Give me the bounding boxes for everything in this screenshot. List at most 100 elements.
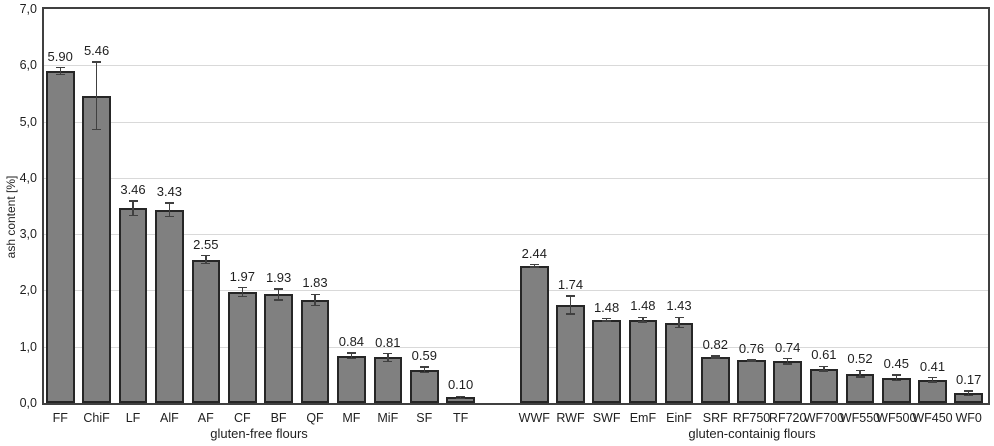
x-tick-label: RF750	[732, 411, 771, 425]
bar	[520, 265, 549, 403]
error-bar	[55, 73, 65, 75]
value-label: 0.10	[447, 377, 474, 393]
bar	[264, 294, 293, 403]
bar	[410, 369, 439, 403]
bar	[228, 292, 257, 403]
bar	[628, 319, 658, 403]
bar	[592, 319, 621, 403]
error-bar	[423, 367, 425, 373]
y-tick-label: 2,0	[19, 283, 37, 298]
x-tick-label: EinF	[666, 411, 692, 425]
group-label-gluten-free: gluten-free flours	[210, 426, 308, 441]
gridline	[44, 177, 988, 179]
error-bar	[710, 357, 720, 359]
x-tick-label: AlF	[160, 411, 179, 425]
error-bar	[529, 266, 539, 268]
error-bar	[419, 366, 429, 368]
error-bar	[459, 396, 462, 399]
bar	[373, 357, 403, 403]
bar	[82, 95, 111, 403]
error-bar	[891, 374, 901, 376]
error-bar	[891, 379, 901, 382]
value-label: 5.90	[47, 48, 73, 64]
error-bar	[95, 61, 98, 130]
y-tick-label: 3,0	[19, 227, 37, 242]
bar	[773, 361, 802, 403]
bar	[845, 373, 875, 403]
value-label: 0.84	[338, 333, 365, 349]
error-bar	[383, 360, 393, 363]
x-tick-label: ChiF	[83, 411, 110, 425]
error-bar	[164, 202, 174, 204]
error-bar	[346, 357, 356, 360]
value-label: 1.93	[265, 269, 292, 285]
value-label: 0.52	[847, 351, 873, 367]
error-bar	[529, 263, 539, 266]
bar	[300, 300, 330, 403]
x-tick-label: SWF	[592, 411, 621, 425]
error-bar	[823, 366, 825, 371]
value-label: 2.44	[521, 245, 547, 261]
error-bar	[566, 295, 575, 297]
gridline	[44, 234, 988, 236]
error-bar	[201, 262, 211, 265]
x-tick-label: WF550	[839, 411, 881, 425]
bar	[191, 259, 221, 403]
value-label: 1.48	[593, 299, 620, 315]
x-tick-label: SRF	[702, 411, 728, 425]
value-label: 3.43	[156, 184, 183, 200]
value-label: 1.48	[630, 298, 656, 314]
x-tick-label: MF	[342, 411, 361, 425]
x-tick-label: WWF	[518, 411, 550, 425]
bar	[737, 360, 766, 403]
error-bar	[819, 365, 829, 368]
value-label: 0.74	[775, 339, 801, 355]
value-label: 1.74	[557, 277, 584, 293]
error-bar	[674, 326, 684, 329]
error-bar	[419, 371, 429, 374]
value-label: 0.45	[883, 355, 909, 371]
error-bar	[931, 377, 934, 383]
value-label: 0.61	[811, 347, 837, 363]
error-bar	[638, 316, 648, 319]
error-bar	[55, 66, 65, 69]
x-tick-label: RF720	[768, 411, 807, 425]
error-bar	[783, 357, 793, 360]
value-label: 3.46	[120, 181, 146, 197]
value-label: 0.17	[956, 372, 982, 388]
x-tick-label: EmF	[629, 411, 657, 425]
value-label: 0.59	[411, 348, 437, 363]
x-tick-label: SF	[416, 411, 433, 425]
error-bar	[387, 353, 389, 362]
value-label: 1.43	[666, 298, 692, 314]
error-bar	[895, 374, 897, 381]
y-tick-label: 6,0	[19, 58, 37, 73]
error-bar	[456, 395, 466, 397]
y-tick-label: 5,0	[19, 114, 37, 129]
error-bar	[164, 215, 174, 218]
x-tick-label: FF	[52, 411, 68, 425]
bar	[337, 355, 366, 403]
error-bar	[747, 360, 756, 362]
gridline	[44, 65, 988, 67]
error-bar	[237, 286, 247, 289]
error-bar	[964, 394, 974, 397]
error-bar	[92, 128, 102, 131]
bar	[118, 208, 148, 403]
plot-area: 5.90 FF 5.46 ChiF 3.46 LF 3.43 AlF 2.55 AF 1.97 CF 1…	[42, 7, 990, 425]
x-tick-label: AF	[197, 411, 214, 425]
error-bar	[314, 294, 316, 306]
error-bar	[928, 381, 937, 383]
error-bar	[383, 352, 393, 355]
y-axis-title-text: ash content [%]	[4, 175, 18, 259]
gridline	[44, 121, 988, 123]
error-bar	[59, 67, 61, 75]
x-tick-label: MiF	[377, 411, 399, 425]
bar	[701, 356, 730, 403]
error-bar	[205, 255, 207, 264]
error-bar	[566, 313, 575, 315]
y-tick-label: 0,0	[19, 396, 37, 410]
error-bar	[786, 358, 789, 365]
bar	[46, 70, 75, 403]
